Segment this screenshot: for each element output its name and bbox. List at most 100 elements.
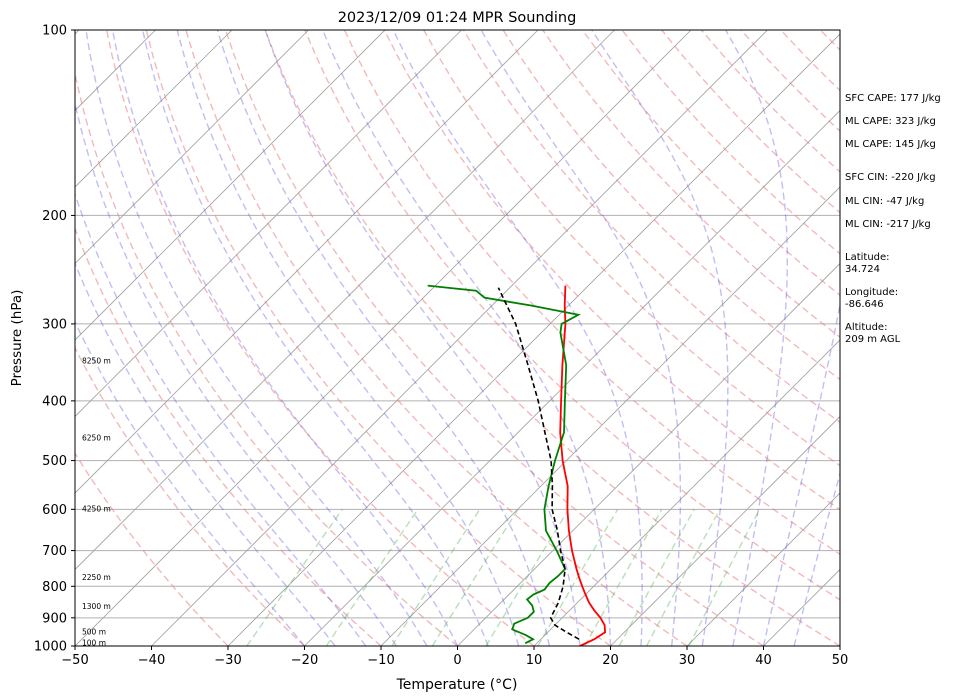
dry-adiabat xyxy=(75,346,305,646)
isotherm-line xyxy=(0,30,3,646)
isotherm-line xyxy=(75,30,233,188)
moist-adiabat xyxy=(480,30,682,646)
moist-adiabat xyxy=(216,30,550,646)
dry-adiabat xyxy=(75,226,382,646)
ml-cin-annotation: ML CIN: -47 J/kg xyxy=(845,196,925,207)
dry-adiabat xyxy=(423,30,840,467)
y-axis: 1000 900 800 700 600 500 400 300 200 100 xyxy=(34,24,75,655)
latitude-label: Latitude: xyxy=(845,252,890,263)
moist-adiabat xyxy=(793,471,840,646)
x-tick-label: −20 xyxy=(291,653,318,668)
dry-adiabat xyxy=(304,30,840,601)
moist-adiabat xyxy=(142,30,489,646)
dry-adiabat xyxy=(343,30,840,556)
moist-adiabat xyxy=(75,261,336,646)
y-tick-label: 700 xyxy=(42,544,67,559)
mixing-ratio-line xyxy=(537,508,619,646)
x-axis: −50 −40 −30 −20 −10 0 10 20 30 40 50 xyxy=(61,646,848,668)
moist-adiabat xyxy=(264,30,581,646)
dry-adiabat xyxy=(75,451,229,646)
isotherm-line xyxy=(227,33,840,646)
x-tick-label: 20 xyxy=(602,653,619,668)
isotherm-line xyxy=(75,30,539,494)
y-tick-label: 200 xyxy=(42,209,67,224)
plot-frame xyxy=(74,29,841,647)
y-tick-label: 800 xyxy=(42,580,67,595)
moist-adiabat xyxy=(392,30,643,646)
y-tick-label: 500 xyxy=(42,454,67,469)
y-tick-label: 1000 xyxy=(34,640,67,655)
x-tick-label: −50 xyxy=(61,653,88,668)
x-axis-label: Temperature (°C) xyxy=(396,677,518,693)
ml-cin-annotation-2: ML CIN: -217 J/kg xyxy=(845,219,931,230)
latitude-value: 34.724 xyxy=(845,264,880,275)
isotherm-line xyxy=(686,492,840,646)
y-tick-label: 900 xyxy=(42,611,67,626)
isotherm-line xyxy=(75,30,386,341)
moist-adiabat xyxy=(75,191,367,646)
y-axis-label: Pressure (hPa) xyxy=(9,290,25,387)
isotherm-line xyxy=(75,30,692,646)
y-tick-label: 600 xyxy=(42,503,67,518)
moist-adiabat xyxy=(762,301,840,646)
isotherm-line xyxy=(75,30,615,571)
dry-adiabat xyxy=(145,30,611,646)
parcel-profile xyxy=(497,287,580,640)
dewpoint-profile xyxy=(427,284,581,645)
altitude-value: 209 m AGL xyxy=(845,334,901,345)
dry-adiabat xyxy=(224,30,764,646)
x-tick-label: −10 xyxy=(367,653,394,668)
mixing-ratio-line xyxy=(391,508,481,646)
x-tick-label: −40 xyxy=(138,653,165,668)
dry-adiabat xyxy=(462,30,840,424)
dry-adiabat xyxy=(502,30,840,381)
isotherm-line xyxy=(610,415,840,646)
mixing-ratio-line xyxy=(618,508,695,646)
moist-adiabat xyxy=(111,30,459,646)
x-tick-label: 40 xyxy=(755,653,772,668)
mixing-ratio-line xyxy=(246,508,343,646)
sounding-profiles xyxy=(427,284,607,646)
mixing-ratio-line xyxy=(485,508,570,646)
height-label: 4250 m xyxy=(82,504,111,513)
mixing-ratio-line xyxy=(645,508,721,646)
dry-adiabat xyxy=(75,70,458,646)
mixing-ratio-line xyxy=(325,508,419,646)
isotherm-line xyxy=(304,109,840,646)
x-tick-label: −30 xyxy=(214,653,241,668)
height-label: 1300 m xyxy=(82,602,111,611)
altitude-label: Altitude: xyxy=(845,322,888,333)
x-tick-label: 0 xyxy=(453,653,461,668)
height-label: 500 m xyxy=(82,627,106,636)
ml-cape-annotation: ML CAPE: 323 J/kg xyxy=(845,116,936,127)
y-tick-label: 300 xyxy=(42,317,67,332)
y-tick-label: 100 xyxy=(42,24,67,39)
height-label: 2250 m xyxy=(82,573,111,582)
x-tick-label: 50 xyxy=(832,653,849,668)
moist-adiabat xyxy=(85,30,428,646)
dry-adiabat xyxy=(105,30,535,646)
dry-adiabat xyxy=(185,30,688,646)
y-tick-label: 400 xyxy=(42,394,67,409)
height-label: 100 m xyxy=(82,638,106,647)
dry-adiabat xyxy=(264,30,840,646)
sfc-cape-annotation: SFC CAPE: 177 J/kg xyxy=(845,93,941,104)
thermo-background xyxy=(0,30,840,646)
temperature-profile xyxy=(559,285,607,646)
height-label: 8250 m xyxy=(82,356,111,365)
isotherm-line xyxy=(380,186,840,646)
moist-adiabat xyxy=(176,30,520,646)
x-tick-label: 10 xyxy=(526,653,543,668)
longitude-label: Longitude: xyxy=(845,287,899,298)
dry-adiabat xyxy=(542,30,840,339)
isotherm-line xyxy=(533,339,840,646)
x-tick-label: 30 xyxy=(679,653,696,668)
moist-adiabat xyxy=(75,320,306,646)
longitude-value: -86.646 xyxy=(845,299,884,310)
ml-cape-annotation-2: ML CAPE: 145 J/kg xyxy=(845,139,936,150)
isotherm-line xyxy=(75,30,462,418)
mixing-ratio-line xyxy=(688,508,761,646)
dry-adiabat xyxy=(383,30,840,511)
sfc-cin-annotation: SFC CIN: -220 J/kg xyxy=(845,172,936,183)
